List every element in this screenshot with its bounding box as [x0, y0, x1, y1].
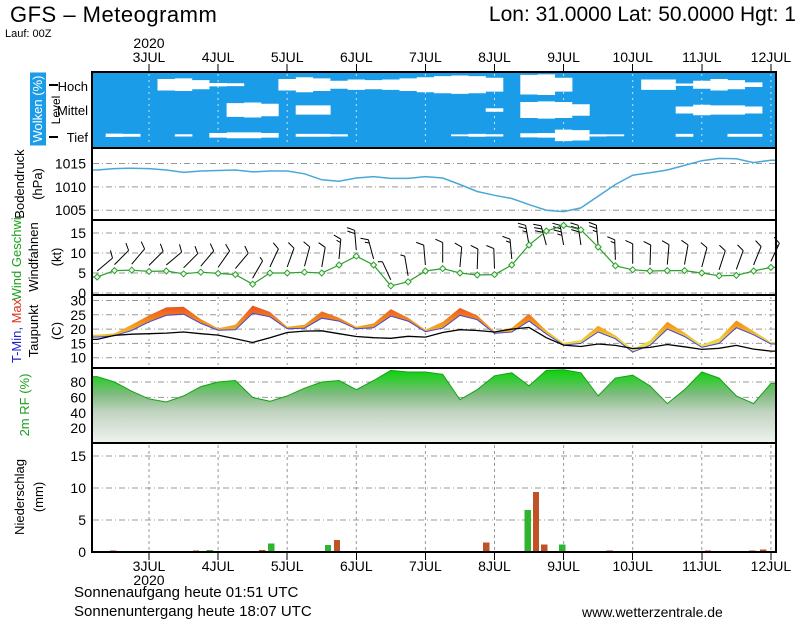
temp-unit-label: (C): [49, 321, 64, 341]
page-title: GFS – Meteogramm: [10, 2, 218, 27]
svg-text:10JUL: 10JUL: [612, 49, 653, 65]
svg-text:3JUL: 3JUL: [133, 49, 166, 65]
svg-text:20: 20: [70, 420, 86, 436]
svg-text:12JUL: 12JUL: [751, 49, 792, 65]
svg-text:11JUL: 11JUL: [682, 558, 722, 574]
svg-text:6JUL: 6JUL: [340, 49, 373, 65]
pressure-panel-label: Bodendruck: [12, 149, 27, 219]
svg-text:25: 25: [70, 307, 86, 323]
svg-text:60: 60: [70, 389, 86, 405]
coordinates-label: Lon: 31.0000 Lat: 50.0000 Hgt: 1: [488, 3, 796, 26]
temp-max-label: Max: [9, 298, 24, 328]
cloud-row-mittel: Mittel: [56, 103, 88, 118]
wind-unit-label: (kt): [49, 247, 64, 267]
clouds-panel-label: Wolken (%): [30, 72, 46, 146]
humidity-panel-label: 2m RF (%): [17, 373, 32, 437]
svg-text:5: 5: [78, 265, 86, 281]
wind-speed-label: Wind Geschwi.: [9, 213, 24, 301]
svg-text:9JUL: 9JUL: [547, 49, 580, 65]
svg-text:10: 10: [70, 245, 86, 261]
svg-text:15: 15: [70, 335, 86, 351]
svg-text:40: 40: [70, 405, 86, 421]
svg-text:30: 30: [70, 293, 86, 309]
svg-text:20: 20: [70, 321, 86, 337]
run-label: Lauf: 00Z: [5, 28, 52, 40]
svg-text:2020: 2020: [133, 572, 164, 588]
svg-text:1005: 1005: [55, 202, 86, 218]
tief-tick: [49, 136, 58, 138]
svg-text:1010: 1010: [55, 179, 86, 195]
cloud-row-tief: Tief: [66, 130, 88, 145]
precip-unit-label: (mm): [31, 481, 46, 513]
svg-text:5JUL: 5JUL: [271, 558, 304, 574]
svg-text:3JUL: 3JUL: [133, 558, 166, 574]
svg-text:12JUL: 12JUL: [751, 558, 792, 574]
svg-text:4JUL: 4JUL: [202, 49, 235, 65]
precip-panel-label: Niederschlag: [12, 459, 27, 535]
svg-text:15: 15: [70, 225, 86, 241]
temp-minmax-label: T-Min, Max: [9, 298, 24, 364]
svg-text:1015: 1015: [55, 156, 86, 172]
svg-text:2020: 2020: [133, 35, 164, 51]
svg-text:15: 15: [70, 448, 86, 464]
svg-text:5JUL: 5JUL: [271, 49, 304, 65]
sunset-label: Sonnenuntergang heute 18:07 UTC: [74, 603, 312, 620]
svg-text:7JUL: 7JUL: [409, 558, 442, 574]
svg-text:10JUL: 10JUL: [612, 558, 653, 574]
svg-text:7JUL: 7JUL: [409, 49, 442, 65]
svg-text:9JUL: 9JUL: [547, 558, 580, 574]
sunrise-label: Sonnenaufgang heute 01:51 UTC: [74, 584, 299, 601]
svg-text:5: 5: [78, 512, 86, 528]
dewpoint-label: Taupunkt: [26, 304, 41, 358]
svg-text:0: 0: [78, 285, 86, 301]
temp-min-label: T-Min,: [9, 327, 24, 364]
wind-barbs-label: Windfahnen: [26, 222, 41, 292]
website-label: www.wetterzentrale.de: [582, 604, 723, 620]
svg-text:6JUL: 6JUL: [340, 558, 373, 574]
svg-text:80: 80: [70, 374, 86, 390]
svg-text:10: 10: [70, 480, 86, 496]
hoch-tick: [49, 84, 58, 86]
svg-text:8JUL: 8JUL: [478, 558, 511, 574]
svg-text:0: 0: [78, 544, 86, 560]
cloud-row-hoch: Hoch: [57, 79, 88, 94]
svg-text:4JUL: 4JUL: [202, 558, 235, 574]
svg-text:8JUL: 8JUL: [478, 49, 511, 65]
svg-text:10: 10: [70, 350, 86, 366]
pressure-unit-label: (hPa): [30, 168, 45, 200]
svg-text:11JUL: 11JUL: [682, 49, 722, 65]
